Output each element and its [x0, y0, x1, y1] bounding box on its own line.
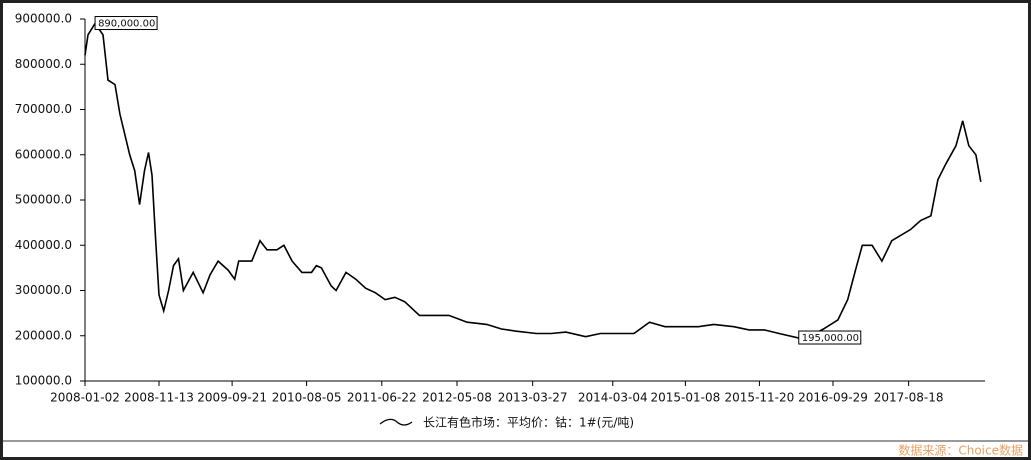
series-line	[84, 22, 982, 339]
x-tick-label: 2010-08-05	[272, 391, 342, 405]
x-tick-label: 2016-09-29	[798, 391, 868, 405]
x-tick-label: 2008-11-13	[124, 391, 194, 405]
x-tick-label: 2015-01-08	[651, 391, 721, 405]
y-tick-label: 500000.0	[15, 193, 72, 207]
y-tick-label: 400000.0	[15, 238, 72, 252]
x-tick-label: 2015-11-20	[725, 391, 795, 405]
x-tick-label: 2012-05-08	[422, 391, 492, 405]
y-tick-label: 200000.0	[15, 328, 72, 342]
x-tick-label: 2011-06-22	[347, 391, 417, 405]
x-tick-label: 2017-08-18	[874, 391, 944, 405]
annotation-box	[798, 330, 862, 345]
y-tick-label: 700000.0	[15, 102, 72, 116]
annotation-label: 195,000.00	[802, 333, 859, 344]
x-tick-label: 2008-01-02	[50, 391, 120, 405]
x-tick-label: 2013-03-27	[498, 391, 568, 405]
annotation-label: 890,000.00	[98, 19, 155, 30]
x-tick-label: 2014-03-04	[578, 391, 648, 405]
y-tick-label: 100000.0	[15, 374, 72, 388]
legend-swatch	[379, 418, 413, 426]
y-tick-label: 300000.0	[15, 283, 72, 297]
source: 数据来源：Choice数据	[898, 443, 1023, 458]
x-tick-label: 2009-09-21	[197, 391, 267, 405]
y-tick-label: 600000.0	[15, 147, 72, 161]
y-tick-label: 800000.0	[15, 57, 72, 71]
annotation-box	[94, 16, 158, 31]
legend-label: 长江有色市场：平均价：钴：1#(元/吨)	[423, 415, 634, 430]
y-tick-label: 900000.0	[15, 12, 72, 26]
